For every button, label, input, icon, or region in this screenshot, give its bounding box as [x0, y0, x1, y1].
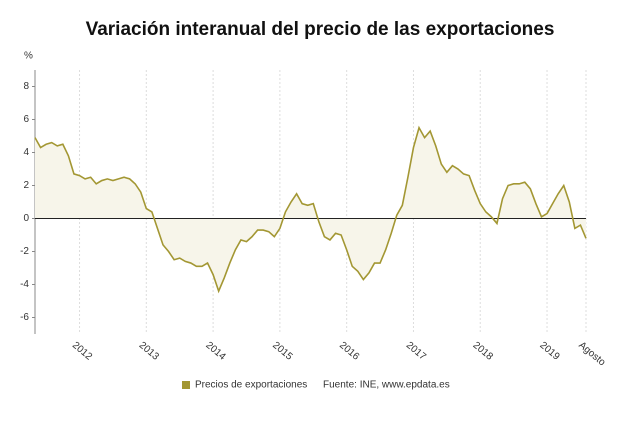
source: Fuente: INE, www.epdata.es [323, 380, 450, 391]
y-tick-label: 0 [23, 213, 29, 224]
x-tick-label: 2013 [137, 340, 161, 363]
y-tick-label: -4 [20, 279, 29, 290]
y-tick-label: 4 [23, 147, 29, 158]
x-tick-label: 2018 [471, 340, 495, 363]
y-tick-label: 2 [23, 180, 29, 191]
legend-label: Precios de exportaciones [195, 380, 307, 391]
x-tick-label: 2015 [270, 340, 294, 363]
line [34, 125, 587, 294]
y-tick-label: -2 [20, 246, 29, 257]
y-tick-label: 8 [23, 81, 29, 92]
x-tick-label: 2019 [537, 340, 561, 363]
y-axis-label: % [24, 51, 33, 62]
x-tick-label: Agosto [576, 340, 607, 369]
y-tick-label: -6 [20, 312, 29, 323]
x-tick-label: 2014 [203, 340, 227, 363]
x-tick-label: 2017 [404, 340, 428, 363]
legend-swatch [182, 381, 190, 389]
x-tick-label: 2016 [337, 340, 361, 363]
y-tick-label: 6 [23, 114, 29, 125]
area [35, 127, 586, 292]
x-tick-label: 2012 [70, 340, 94, 363]
chart-title: Variación interanual del precio de las e… [86, 19, 555, 40]
